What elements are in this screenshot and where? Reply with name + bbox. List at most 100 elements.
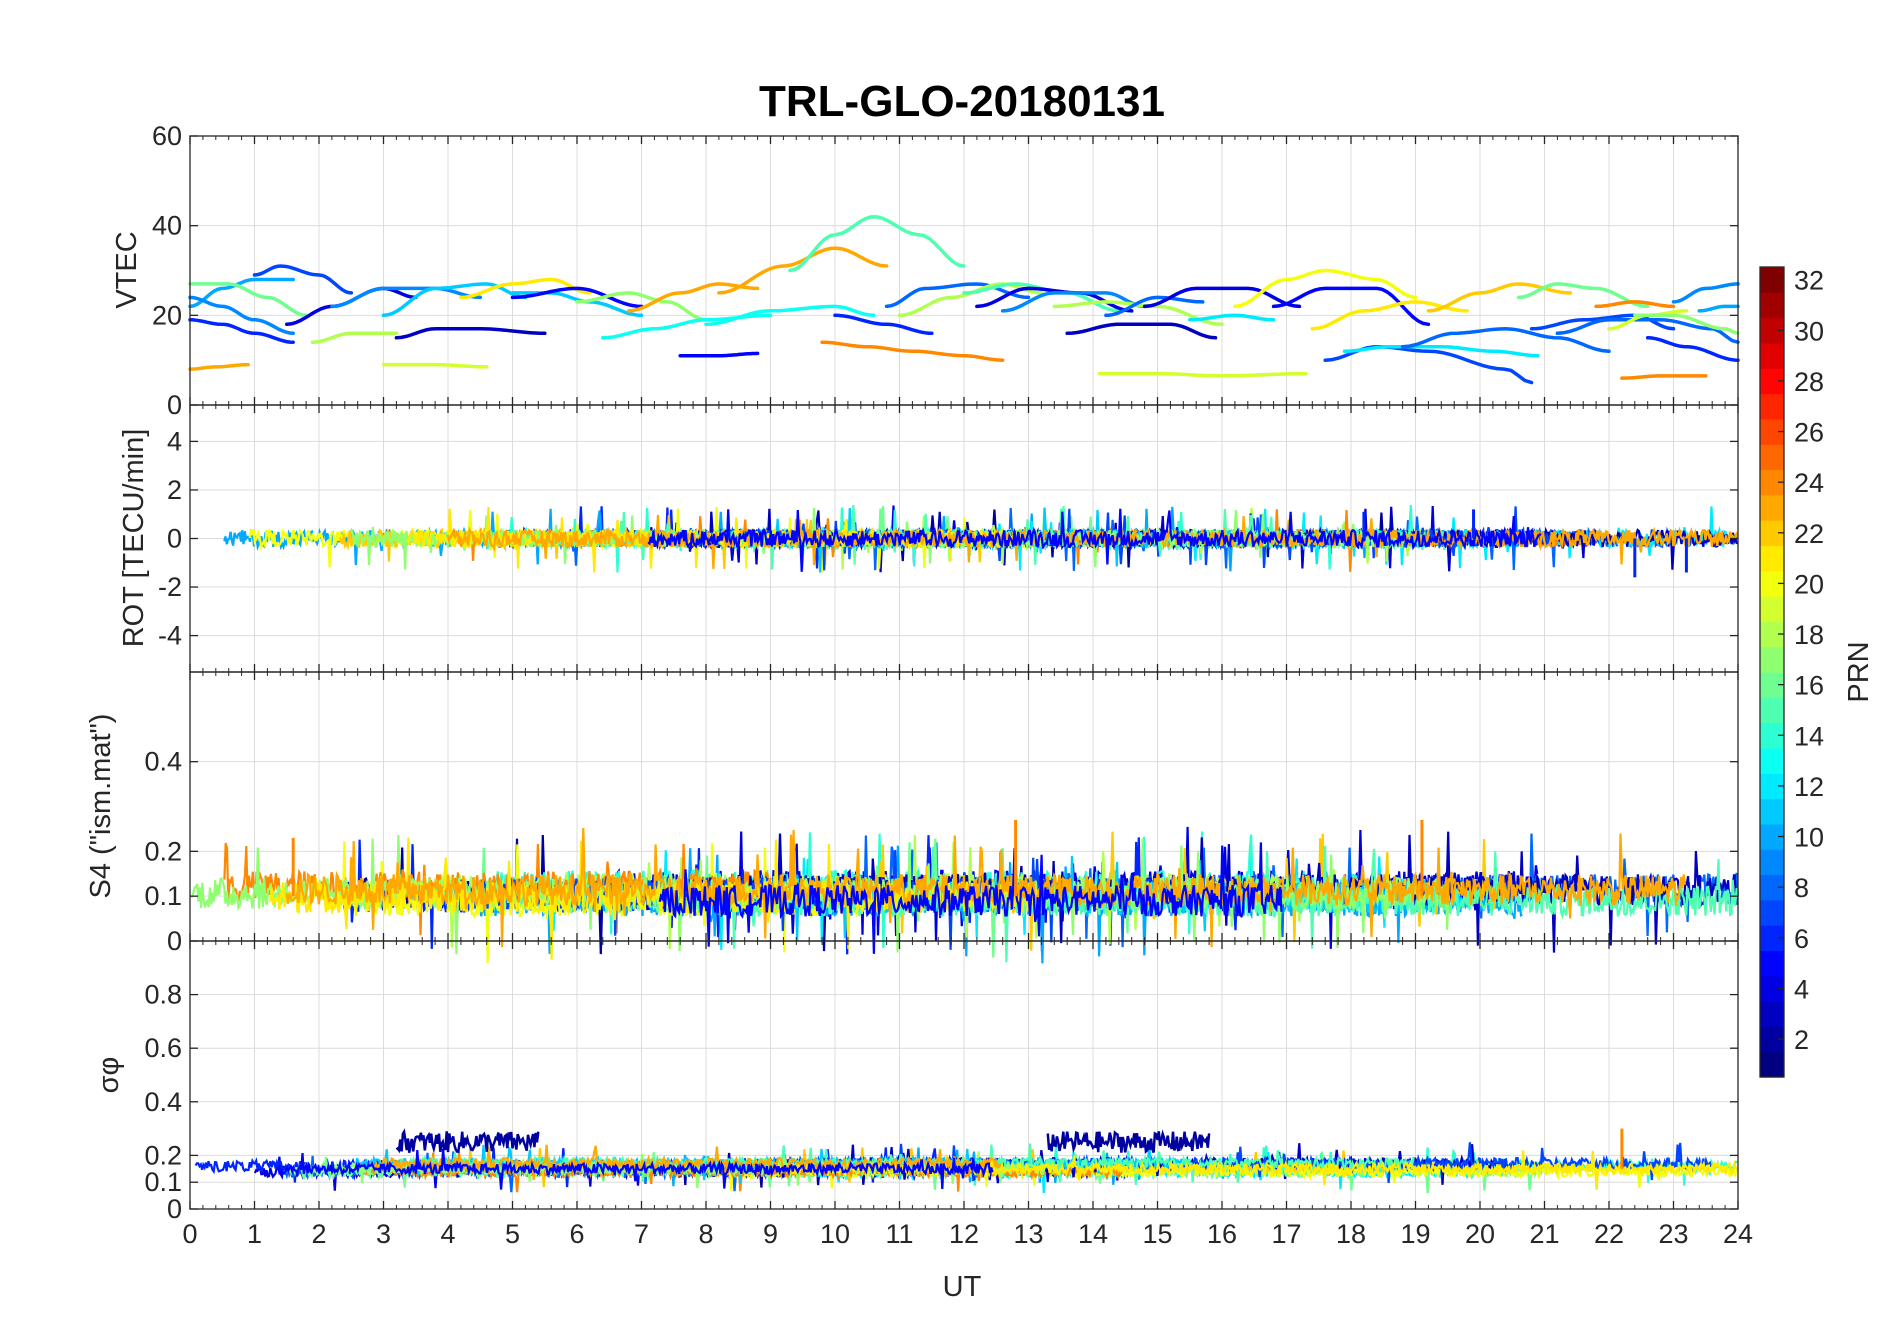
x-tick-label: 11 xyxy=(885,1219,913,1249)
sigma-ytick-label: 0.1 xyxy=(144,1167,182,1197)
x-tick-label: 17 xyxy=(1271,1219,1301,1249)
x-tick-labels: 0 1 2 3 4 5 6 7 8 9 10 11 12 13 14 15 16 17 18 19 20 21 22 23 24 xyxy=(182,1219,1753,1249)
s4-ytick-label: 0.2 xyxy=(144,836,182,866)
colorbar-segment xyxy=(1760,545,1784,572)
x-tick-label: 10 xyxy=(820,1219,850,1249)
vtec-trace-prn-24 xyxy=(820,340,1005,362)
colorbar-segment xyxy=(1760,697,1784,724)
x-tick-label: 9 xyxy=(763,1219,778,1249)
x-tick-label: 4 xyxy=(440,1219,455,1249)
vtec-trace-prn-3 xyxy=(1065,322,1218,340)
vtec-trace-prn-9 xyxy=(188,295,295,336)
sigma-ytick-label: 0.6 xyxy=(144,1033,182,1063)
vtec-trace-prn-21 xyxy=(459,277,592,300)
colorbar-segment xyxy=(1760,950,1784,977)
x-axis-label: UT xyxy=(943,1271,982,1303)
sigma-trace-prn-23 xyxy=(370,1144,1002,1180)
colorbar-segment xyxy=(1760,596,1784,622)
sigma-ytick-label: 0.2 xyxy=(144,1140,182,1170)
colorbar-tick-label: 12 xyxy=(1794,772,1824,802)
x-tick-label: 3 xyxy=(376,1219,391,1249)
vtec-trace-prn-5 xyxy=(510,286,644,309)
vtec-trace-prn-9 xyxy=(1671,282,1740,304)
rot-ytick-label: -4 xyxy=(158,621,182,651)
sigma-enhanced-trace xyxy=(1046,1129,1211,1155)
vtec-trace-prn-12 xyxy=(1188,313,1276,322)
colorbar-segment xyxy=(1760,292,1784,319)
colorbar-tick-label: 4 xyxy=(1794,974,1809,1004)
s4-trace-prn-23 xyxy=(285,827,1687,948)
x-tick-label: 16 xyxy=(1207,1219,1237,1249)
vtec-trace-prn-8 xyxy=(884,282,1031,309)
vtec-trace-prn-16 xyxy=(188,282,308,318)
colorbar-segment xyxy=(1760,444,1784,471)
rot-ylabel: ROT [TECU/min] xyxy=(118,429,150,648)
vtec-trace-prn-3 xyxy=(394,327,547,340)
colorbar-segment xyxy=(1760,342,1784,369)
colorbar-label: PRN xyxy=(1843,641,1875,702)
s4-ytick-label: 0.1 xyxy=(144,881,182,911)
rot-ytick-label: 0 xyxy=(167,524,182,554)
colorbar-tick-label: 22 xyxy=(1794,519,1824,549)
colorbar-tick-label: 2 xyxy=(1794,1025,1809,1055)
x-tick-label: 14 xyxy=(1078,1219,1108,1249)
vtec-trace-prn-9 xyxy=(330,286,483,309)
colorbar-segment xyxy=(1760,1001,1784,1027)
vtec-trace-prn-23 xyxy=(717,246,889,295)
vtec-trace-prn-6 xyxy=(188,318,295,344)
rot-ytick-label: 2 xyxy=(167,475,182,505)
vtec-ytick-label: 0 xyxy=(167,390,182,420)
vtec-panel: 0 20 40 60 VTEC xyxy=(111,121,1740,420)
colorbar-tick-label: 30 xyxy=(1794,316,1824,346)
vtec-trace-prn-24 xyxy=(1620,374,1708,380)
x-tick-label: 23 xyxy=(1658,1219,1688,1249)
vtec-trace-prn-12 xyxy=(1342,344,1540,358)
x-tick-label: 8 xyxy=(698,1219,713,1249)
colorbar-tick-label: 14 xyxy=(1794,721,1824,751)
chart-title: TRL-GLO-20180131 xyxy=(759,77,1165,126)
colorbar-tick-label: 10 xyxy=(1794,823,1824,853)
colorbar-segment xyxy=(1760,1051,1784,1078)
vtec-trace-prn-7 xyxy=(252,264,354,295)
colorbar-tick-label: 18 xyxy=(1794,620,1824,650)
sigma-axes-box xyxy=(189,940,1739,1210)
rot-ytick-label: -2 xyxy=(158,572,182,602)
sigma-panel: 00.10.2 0.4 0.6 0.8 σφ xyxy=(93,940,1739,1224)
s4-panel: 0 0.1 0.2 0.4 S4 ("ism.mat") xyxy=(85,671,1739,964)
vtec-trace-prn-18 xyxy=(1052,300,1224,327)
vtec-trace-prn-24 xyxy=(1594,300,1676,309)
vtec-trace-prn-17 xyxy=(575,291,708,322)
x-tick-label: 1 xyxy=(247,1219,262,1249)
vtec-trace-prn-4 xyxy=(1142,286,1302,309)
x-tick-label: 5 xyxy=(505,1219,520,1249)
x-tick-label: 2 xyxy=(311,1219,326,1249)
vtec-trace-prn-8 xyxy=(1104,295,1205,318)
vtec-trace-prn-5 xyxy=(678,351,760,358)
colorbar-tick-label: 20 xyxy=(1794,569,1824,599)
colorbar-segment xyxy=(1760,798,1784,825)
vtec-trace-prn-15 xyxy=(788,215,966,273)
colorbar-tick-label: 26 xyxy=(1794,418,1824,448)
rot-trace-prn-5 xyxy=(647,508,1542,572)
vtec-trace-prn-23 xyxy=(626,282,760,313)
colorbar-tick-label: 28 xyxy=(1794,367,1824,397)
vtec-trace-prn-22 xyxy=(1426,282,1573,313)
vtec-trace-prn-6 xyxy=(1645,336,1740,362)
colorbar-frame xyxy=(1759,266,1785,1078)
vtec-trace-prn-8 xyxy=(1400,327,1611,353)
vtec-trace-prn-13 xyxy=(601,313,773,340)
x-tick-label: 12 xyxy=(949,1219,979,1249)
colorbar-segment xyxy=(1760,899,1784,926)
sigma-ylabel: σφ xyxy=(93,1057,125,1094)
x-tick-label: 18 xyxy=(1336,1219,1366,1249)
colorbar-segment xyxy=(1760,494,1784,521)
colorbar-tick-label: 8 xyxy=(1794,873,1809,903)
vtec-trace-prn-10 xyxy=(1697,304,1740,313)
colorbar-tick-label: 16 xyxy=(1794,671,1824,701)
x-tick-label: 0 xyxy=(182,1219,197,1249)
x-tick-label: 7 xyxy=(634,1219,649,1249)
x-tick-label: 6 xyxy=(569,1219,584,1249)
s4-ytick-label: 0 xyxy=(167,926,182,956)
vtec-trace-prn-8 xyxy=(1555,318,1740,344)
vtec-trace-prn-23 xyxy=(188,362,250,371)
